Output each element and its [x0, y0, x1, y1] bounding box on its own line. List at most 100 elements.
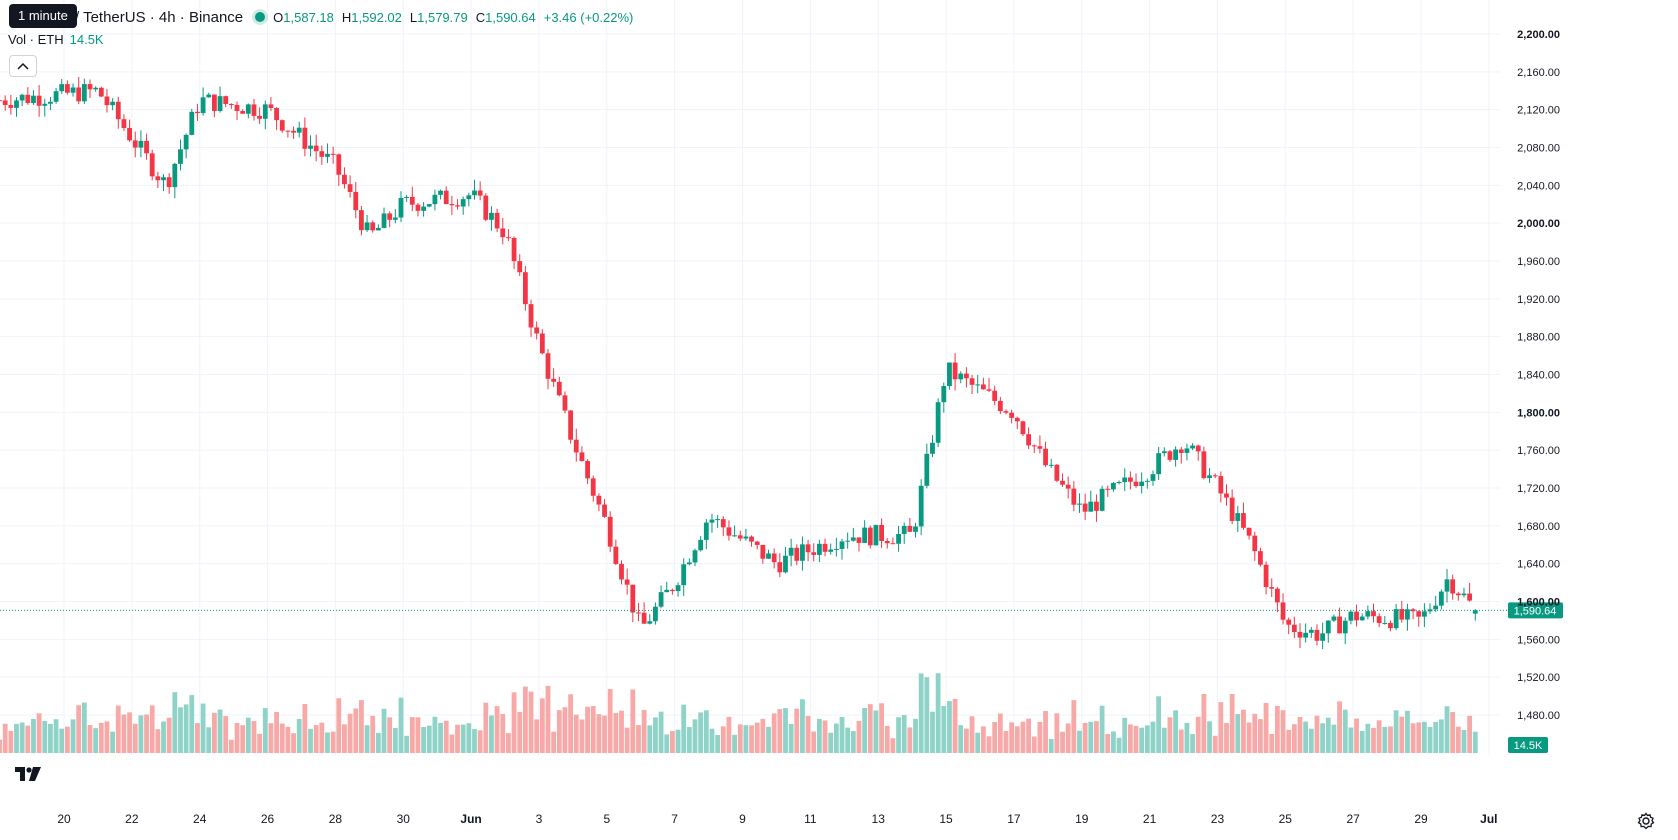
candle-body [81, 84, 87, 102]
volume-bar [1037, 721, 1043, 753]
candle [1416, 610, 1422, 627]
volume-bar [1393, 710, 1399, 753]
candle-body [522, 272, 528, 305]
candle [206, 92, 212, 98]
candle-body [274, 107, 279, 121]
candle-body [551, 378, 557, 382]
volume-bar [70, 719, 76, 753]
volume-bar [743, 725, 749, 753]
candle [319, 145, 325, 165]
candle-body [783, 555, 788, 573]
candle [234, 101, 240, 120]
tradingview-logo-icon[interactable] [10, 760, 46, 788]
candle-body [364, 222, 370, 231]
gear-icon[interactable] [1636, 811, 1656, 831]
candle-body [1461, 593, 1467, 596]
candle [969, 374, 975, 395]
candle-body [359, 210, 364, 231]
candle-body [1167, 451, 1173, 460]
time-tick-label: Jul [1480, 812, 1497, 826]
volume-bar [839, 717, 845, 753]
candle-body [285, 130, 291, 132]
candle [1144, 478, 1150, 489]
collapse-legend-button[interactable] [9, 55, 37, 77]
volume-bar [1144, 725, 1150, 753]
volume-bar [1314, 715, 1320, 753]
candle [1359, 613, 1365, 621]
volume-bar [1444, 706, 1450, 753]
current-price-badge [1508, 602, 1563, 619]
candle-body [579, 452, 585, 462]
candle-body [1065, 484, 1071, 489]
candle [438, 189, 443, 200]
volume-bar [1297, 717, 1303, 753]
volume-bar [1427, 726, 1433, 753]
volume-bar [1173, 710, 1179, 753]
candle [788, 538, 794, 567]
volume-bar [1376, 720, 1382, 753]
candle-body [760, 544, 766, 559]
candle-body [409, 196, 415, 205]
volume-bar [1009, 722, 1015, 753]
volume-bar [1241, 709, 1246, 753]
candle [115, 96, 121, 129]
volume-bar [1308, 728, 1314, 753]
volume-bar [1291, 724, 1297, 753]
candle-body [1376, 616, 1382, 624]
volume-bar [342, 724, 347, 753]
candle-body [658, 592, 664, 607]
interval-tooltip: 1 minute [9, 4, 77, 28]
candle-body [1060, 480, 1065, 485]
candle-body [930, 442, 935, 454]
current-price-line: 1,590.64 14.5K [0, 602, 1563, 753]
candle-body [206, 94, 212, 98]
candle [992, 385, 998, 406]
candle [1450, 574, 1456, 600]
candle-body [279, 120, 285, 131]
candle-body [862, 527, 868, 543]
candle-body [449, 204, 455, 206]
volume-bar [155, 729, 161, 753]
candle [449, 195, 455, 215]
candle [59, 79, 65, 94]
volume-bar [1082, 722, 1088, 753]
candle-body [545, 353, 551, 379]
volume-bar [1105, 734, 1111, 753]
symbol-title[interactable]: um / TetherUS · 4h · Binance [50, 8, 244, 26]
volume-bar [760, 718, 766, 753]
candle [856, 537, 862, 552]
candle [681, 558, 687, 596]
candle [245, 103, 251, 119]
candle [195, 103, 200, 121]
volume-bar [121, 714, 127, 753]
candle [1274, 587, 1280, 613]
time-tick-label: 13 [872, 812, 886, 826]
candle-body [556, 381, 562, 396]
candle [528, 299, 534, 337]
candle-body [1235, 513, 1241, 521]
volume-bar [1020, 721, 1026, 753]
candle-body [653, 606, 658, 622]
candle-body [347, 184, 353, 192]
volume-bar [703, 710, 709, 753]
price-tick-label: 2,120.00 [1517, 105, 1560, 117]
candle-body [822, 543, 828, 552]
volume-bar [183, 704, 189, 753]
volume-bar [308, 728, 313, 753]
volume-bar [296, 719, 302, 753]
candle [1195, 444, 1201, 461]
candle-body [104, 96, 110, 106]
candle-body [692, 550, 698, 563]
candle-body [217, 96, 223, 111]
candle-body [1144, 480, 1150, 482]
candle-body [811, 552, 817, 555]
candle-body [53, 91, 59, 102]
volume-bar [766, 726, 771, 753]
volume-label[interactable]: Vol · ETH [8, 32, 64, 47]
candle-body [172, 163, 178, 188]
candle [715, 515, 721, 528]
candle-body [1269, 587, 1275, 589]
candle [8, 95, 14, 115]
